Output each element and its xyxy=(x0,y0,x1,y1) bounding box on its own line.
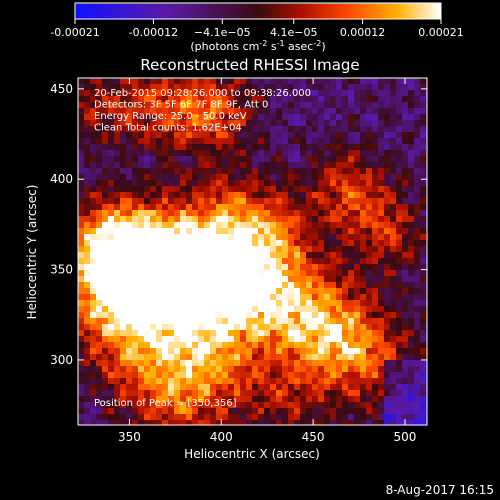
x-tick-label: 350 xyxy=(118,430,141,444)
footer-date: 8-Aug-2017 16:15 xyxy=(386,483,494,497)
colorbar-ticks: -0.00021 -0.00012 −4.1e−05 4.1e−05 0.00012 0.… xyxy=(50,19,464,39)
colorbar-tick-label: 0.00012 xyxy=(340,26,386,39)
axis-ticks: 350 400 450 500 300 350 400 450 xyxy=(50,78,427,444)
colorbar-tick-label: −4.1e−05 xyxy=(194,26,251,39)
peak-position-label: Position of Peak = [350,356] xyxy=(94,398,237,409)
plot-frame xyxy=(77,77,428,426)
colorbar-units: (photons cm-2 s-1 asec-2) xyxy=(190,39,325,53)
y-tick-label: 400 xyxy=(50,172,73,186)
annotation-line: Energy Range: 25.0 - 50.0 keV xyxy=(94,111,247,122)
y-tick-label: 300 xyxy=(50,353,73,367)
annotation-block: 20-Feb-2015 09:28:26.000 to 09:38:26.000… xyxy=(94,88,311,134)
annotation-line: Clean Total counts: 1.62E+04 xyxy=(94,123,242,134)
y-tick-label: 350 xyxy=(50,263,73,277)
chart-title: Reconstructed RHESSI Image xyxy=(140,56,359,74)
x-tick-label: 450 xyxy=(302,430,325,444)
colorbar-tick-label: 4.1e−05 xyxy=(270,26,317,39)
colorbar xyxy=(74,2,442,20)
colorbar-tick-label: -0.00012 xyxy=(129,26,178,39)
annotation-line: 20-Feb-2015 09:28:26.000 to 09:38:26.000 xyxy=(94,88,311,99)
y-tick-label: 450 xyxy=(50,82,73,96)
heatmap-image xyxy=(78,78,427,425)
x-tick-label: 500 xyxy=(394,430,417,444)
annotation-line: Detectors: 3F 5F 6F 7F 8F 9F, Att 0 xyxy=(94,100,268,111)
colorbar-tick-label: -0.00021 xyxy=(50,26,99,39)
x-tick-label: 400 xyxy=(210,430,233,444)
colorbar-tick-label: 0.00021 xyxy=(418,26,464,39)
y-axis-label: Heliocentric Y (arcsec) xyxy=(25,185,39,320)
x-axis-label: Heliocentric X (arcsec) xyxy=(184,447,320,461)
